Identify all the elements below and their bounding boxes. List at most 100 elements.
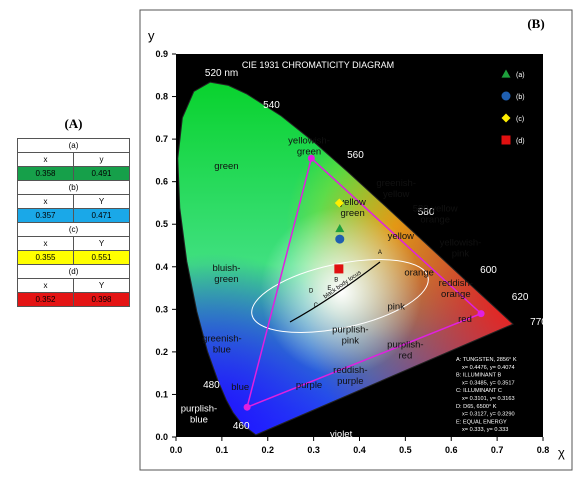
wavelength-label: 620 — [512, 292, 529, 303]
region-label: green — [340, 208, 364, 219]
x-tick-label: 0.1 — [216, 445, 229, 455]
region-label: reddish- — [439, 278, 473, 289]
region-label: red — [458, 314, 472, 325]
illuminant-note: x= 0.3127, y= 0.3290 — [462, 412, 515, 418]
region-label: yellow — [383, 189, 410, 200]
point — [335, 234, 345, 244]
region-label: pink — [452, 249, 470, 260]
y-axis-label: y — [148, 28, 155, 43]
illuminant-note: B: ILLUMINANT B — [456, 373, 502, 379]
x-axis-label: χ — [558, 445, 565, 460]
illuminant-letter: C — [314, 303, 319, 309]
x-tick-label: 0.6 — [445, 445, 458, 455]
y-tick-label: 0.6 — [155, 177, 168, 187]
x-tick-label: 0.5 — [399, 445, 412, 455]
point — [335, 223, 345, 233]
data-table: (A) (a) x y 0.358 0.491 (b) x Y 0.357 0.471 (c) x Y 0.… — [17, 116, 130, 307]
point — [334, 264, 344, 274]
table: (a) x y 0.358 0.491 (b) x Y 0.357 0.471 (c) x Y 0.355… — [17, 138, 130, 307]
panel-frame — [139, 9, 573, 471]
y-tick-label: 0.8 — [155, 92, 168, 102]
region-label: orange — [404, 267, 434, 278]
y-tick-label: 0.5 — [155, 219, 168, 229]
region-label: green — [214, 274, 238, 285]
region-label: green — [214, 161, 238, 172]
illuminant-note: A: TUNGSTEN, 2856° K — [456, 357, 517, 363]
wavelength-label: 520 nm — [205, 68, 238, 79]
x-tick-label: 0.0 — [170, 445, 183, 455]
region-label: yellowish- — [288, 135, 330, 146]
row: 0.355 0.551 — [17, 250, 130, 265]
notes-box — [452, 352, 540, 434]
chart-title: CIE 1931 CHROMATICITY DIAGRAM — [242, 60, 394, 70]
locus-ellipse — [251, 259, 429, 333]
wavelength-label: 540 — [263, 100, 280, 111]
spectral-locus — [177, 81, 514, 436]
region-label: purplish- — [387, 340, 423, 351]
region-label: pink — [342, 336, 360, 347]
illuminant-note: D: D65, 6500° K — [456, 404, 497, 410]
region-label: yellow — [388, 231, 415, 242]
region-label: reddish- — [333, 365, 367, 376]
wavelength-label: 480 — [203, 380, 220, 391]
illuminant-note: x= 0.3101, y= 0.3163 — [462, 396, 515, 402]
y-tick-label: 0.0 — [155, 432, 168, 442]
region-label: blue — [231, 382, 249, 393]
x-tick-label: 0.7 — [491, 445, 504, 455]
blackbody-curve — [289, 261, 381, 323]
illuminant-note: C: ILLUMINANT C — [456, 388, 502, 394]
value-cell: 0.398 — [73, 292, 130, 307]
region-label: greenish- — [202, 333, 242, 344]
illuminant-letter: B — [334, 278, 338, 284]
row: 0.357 0.471 — [17, 208, 130, 223]
legend-label: (d) — [516, 138, 525, 145]
region-label: purple — [337, 376, 363, 387]
region-label: purplish- — [181, 403, 217, 414]
legend-label: (b) — [516, 94, 525, 101]
y-tick-label: 0.3 — [155, 304, 168, 314]
y-tick-label: 0.2 — [155, 347, 168, 357]
wavelength-label: 770 — [530, 317, 547, 328]
region-label: blue — [213, 344, 231, 355]
x-tick-label: 0.8 — [537, 445, 550, 455]
legend-label: (c) — [516, 116, 524, 123]
row: 0.352 0.398 — [17, 292, 130, 307]
region-label: yellowish- — [440, 238, 482, 249]
region-label: 580 yellow — [413, 203, 458, 214]
x-tick-label: 0.2 — [261, 445, 274, 455]
x-tick-label: 0.4 — [353, 445, 366, 455]
y-tick-label: 0.7 — [155, 134, 168, 144]
region-label: bluish- — [212, 263, 240, 274]
region-label: orange — [441, 289, 471, 300]
region-label: red — [399, 351, 413, 362]
point — [501, 69, 511, 78]
point — [334, 198, 344, 208]
table-label: (A) — [64, 116, 83, 131]
y-tick-label: 0.4 — [155, 262, 168, 272]
legend-label: (a) — [516, 72, 525, 79]
wavelength-label: 580 — [418, 207, 435, 218]
point — [501, 135, 511, 145]
region-label: pink — [387, 301, 405, 312]
illuminant-letter: D — [309, 288, 314, 294]
region-label: blue — [190, 414, 208, 425]
point — [501, 113, 511, 123]
illuminant-letter: E — [327, 286, 331, 292]
x-tick-label: 0.3 — [307, 445, 320, 455]
region-label: yellow — [339, 197, 366, 208]
illuminant-note: x= 0.4476, y= 0.4074 — [462, 365, 515, 371]
illuminant-note: x= 0.333, y= 0.333 — [462, 427, 508, 433]
region-label: greenish- — [376, 178, 416, 189]
region-label: purple — [296, 380, 322, 391]
illuminant-note: E: EQUAL ENERGY — [456, 419, 507, 425]
region-label: violet — [330, 429, 353, 440]
point — [501, 91, 511, 101]
wavelength-label: 600 — [480, 265, 497, 276]
wavelength-label: 560 — [347, 150, 364, 161]
panel-label: (B) — [527, 16, 544, 31]
gamut-triangle — [246, 156, 483, 409]
